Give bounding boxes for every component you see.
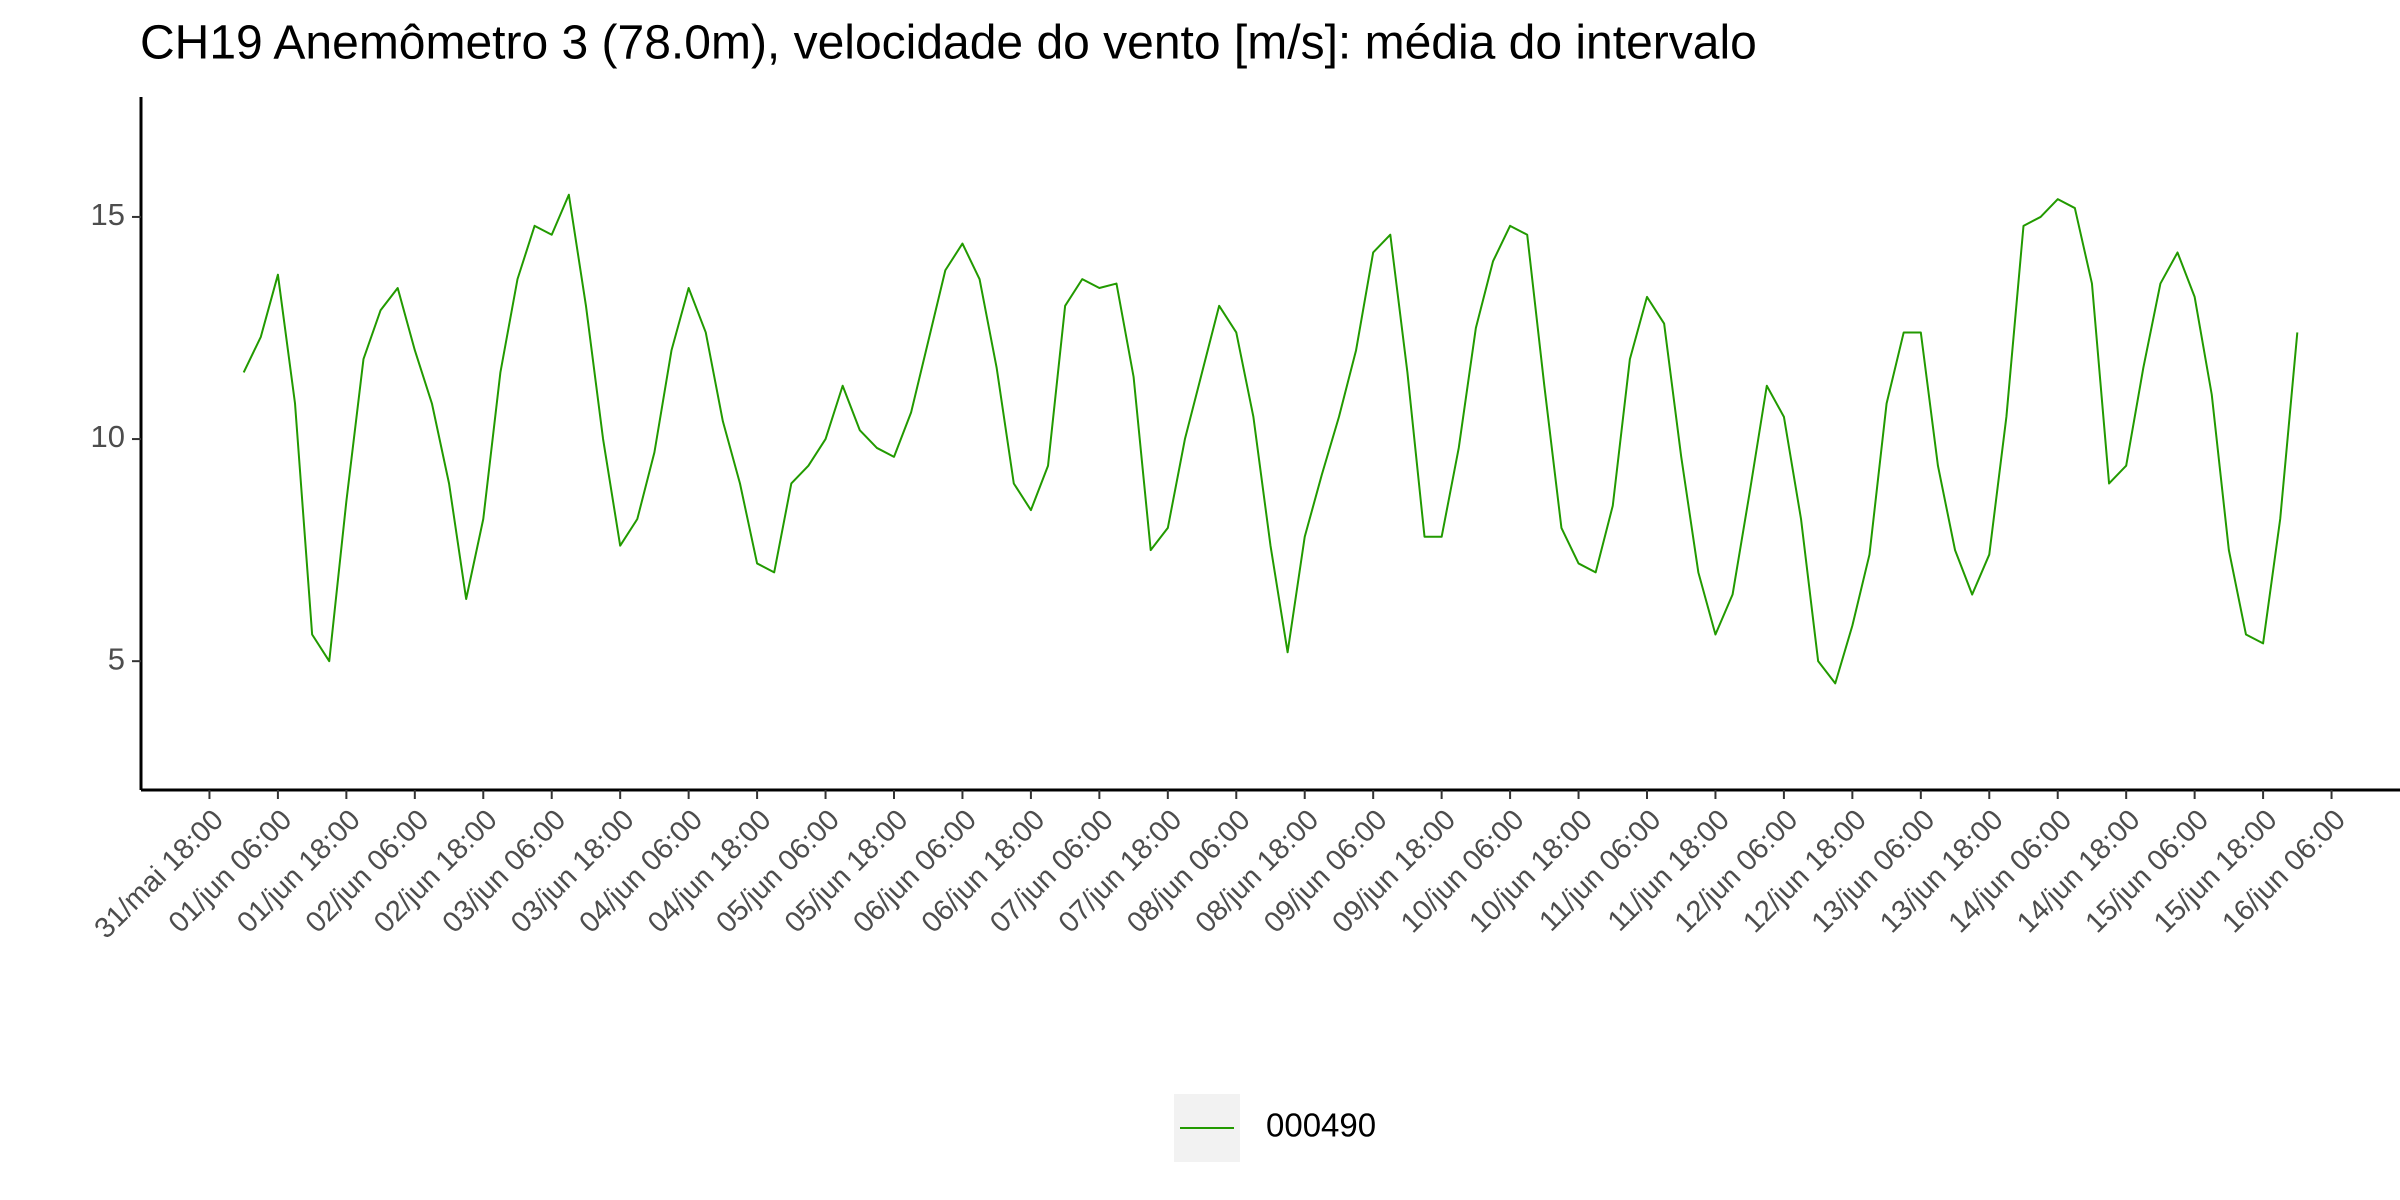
y-tick-label: 10 — [91, 419, 125, 454]
chart-title: CH19 Anemômetro 3 (78.0m), velocidade do… — [140, 17, 1757, 70]
series-line — [242, 193, 2299, 685]
legend-label: 000490 — [1266, 1107, 1376, 1144]
y-tick-label: 5 — [108, 641, 125, 676]
y-tick-label: 15 — [91, 197, 125, 232]
